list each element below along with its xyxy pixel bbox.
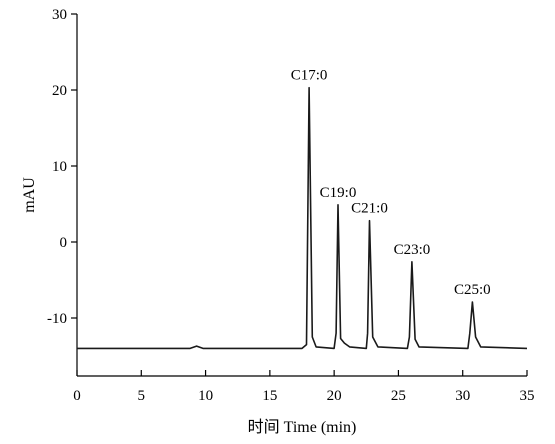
y-tick-label: 20 xyxy=(52,83,67,99)
peak-label: C19:0 xyxy=(320,185,357,201)
y-tick-label: 30 xyxy=(52,7,67,23)
peak-label: C21:0 xyxy=(351,201,388,217)
y-tick-label: 0 xyxy=(60,235,68,251)
x-tick-label: 15 xyxy=(262,388,277,404)
x-tick-label: 5 xyxy=(138,388,146,404)
peak-label: C23:0 xyxy=(394,242,431,258)
peak-label: C17:0 xyxy=(291,68,328,84)
x-tick-label: 30 xyxy=(455,388,470,404)
y-axis-title: mAU xyxy=(21,177,38,213)
peak-label: C25:0 xyxy=(454,282,491,298)
x-ticks: 0 5 10 15 20 25 30 35 xyxy=(73,370,535,404)
x-axis-title: 时间 Time (min) xyxy=(248,418,357,436)
x-tick-label: 25 xyxy=(391,388,406,404)
y-ticks: 30 20 10 0 -10 xyxy=(47,7,77,327)
chromatogram-trace xyxy=(77,86,528,350)
y-tick-label: -10 xyxy=(47,311,67,327)
x-tick-label: 0 xyxy=(73,388,81,404)
x-tick-label: 35 xyxy=(520,388,535,404)
x-tick-label: 20 xyxy=(327,388,342,404)
y-tick-label: 10 xyxy=(52,159,67,175)
x-tick-label: 10 xyxy=(198,388,213,404)
